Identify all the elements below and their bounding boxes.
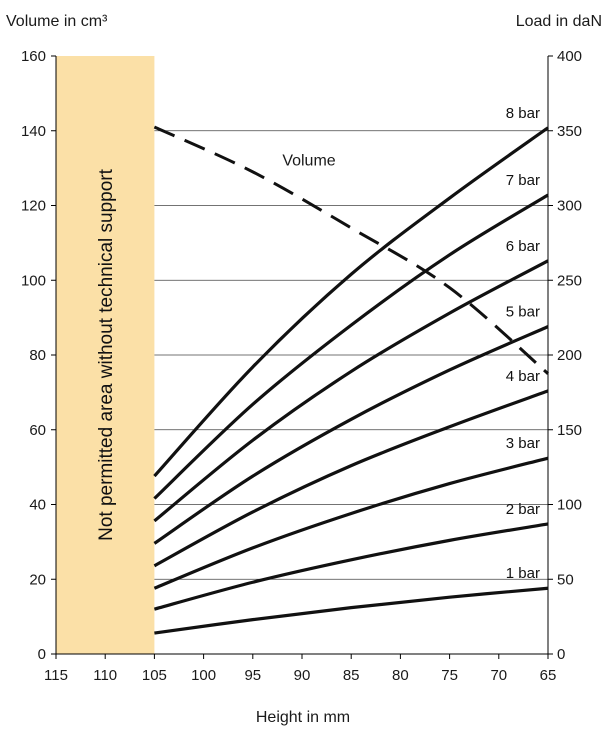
series-label-8-bar: 8 bar bbox=[506, 105, 540, 122]
x-tick-label: 100 bbox=[191, 667, 216, 684]
x-tick-label: 90 bbox=[294, 667, 311, 684]
x-tick-label: 80 bbox=[392, 667, 409, 684]
right-tick-label: 250 bbox=[557, 272, 582, 289]
left-tick-label: 80 bbox=[29, 347, 46, 364]
series-label-3-bar: 3 bar bbox=[506, 435, 540, 452]
x-tick-label: 95 bbox=[244, 667, 261, 684]
series-label-1-bar: 1 bar bbox=[506, 565, 540, 582]
left-tick-label: 20 bbox=[29, 571, 46, 588]
right-axis-title: Load in daN bbox=[516, 13, 602, 30]
series-label-4-bar: 4 bar bbox=[506, 368, 540, 385]
x-tick-label: 65 bbox=[540, 667, 557, 684]
right-tick-label: 400 bbox=[557, 48, 582, 65]
left-tick-label: 140 bbox=[21, 123, 46, 140]
right-tick-label: 300 bbox=[557, 198, 582, 215]
series-line-8-bar bbox=[153, 126, 549, 478]
series-label-volume: Volume bbox=[282, 153, 335, 170]
right-tick-label: 100 bbox=[557, 497, 582, 514]
x-axis-title: Height in mm bbox=[256, 709, 350, 726]
left-axis-title: Volume in cm³ bbox=[6, 13, 108, 30]
not-permitted-region bbox=[56, 56, 155, 654]
series-line-5-bar bbox=[153, 325, 549, 545]
left-tick-label: 60 bbox=[29, 422, 46, 439]
series-label-2-bar: 2 bar bbox=[506, 501, 540, 518]
right-tick-label: 0 bbox=[557, 646, 565, 663]
x-tick-label: 105 bbox=[142, 667, 167, 684]
series-label-7-bar: 7 bar bbox=[506, 172, 540, 189]
left-tick-label: 100 bbox=[21, 272, 46, 289]
x-tick-label: 75 bbox=[441, 667, 458, 684]
x-tick-label: 115 bbox=[44, 667, 68, 684]
series-line-7-bar bbox=[153, 193, 549, 500]
series-line-6-bar bbox=[153, 259, 549, 523]
left-tick-label: 0 bbox=[38, 646, 46, 663]
right-tick-label: 350 bbox=[557, 123, 582, 140]
series-line-1-bar bbox=[154, 586, 549, 635]
volume-dashed-line bbox=[153, 125, 549, 375]
left-tick-label: 40 bbox=[29, 497, 46, 514]
grid-lines bbox=[154, 130, 548, 580]
x-tick-label: 70 bbox=[490, 667, 507, 684]
x-tick-label: 85 bbox=[343, 667, 360, 684]
not-permitted-region-label: Not permitted area without technical sup… bbox=[96, 168, 117, 540]
x-tick-label: 110 bbox=[93, 667, 117, 684]
series-line-2-bar bbox=[153, 522, 549, 611]
series-labels: 1 bar 2 bar 3 bar 4 bar 5 bar 6 bar 7 bar 8 bar… bbox=[282, 105, 540, 582]
series-lines bbox=[153, 125, 549, 635]
left-tick-label: 160 bbox=[21, 48, 46, 65]
series-label-6-bar: 6 bar bbox=[506, 238, 540, 255]
series-line-3-bar bbox=[153, 456, 549, 590]
left-tick-label: 120 bbox=[21, 198, 46, 215]
axes: 0 20 40 60 80 100 120 140 160 0 50 100 150 200 250 300 3… bbox=[21, 48, 582, 684]
right-tick-label: 200 bbox=[557, 347, 582, 364]
series-line-4-bar bbox=[153, 389, 549, 568]
right-tick-label: 50 bbox=[557, 571, 574, 588]
series-label-5-bar: 5 bar bbox=[506, 304, 540, 321]
right-tick-label: 150 bbox=[557, 422, 582, 439]
